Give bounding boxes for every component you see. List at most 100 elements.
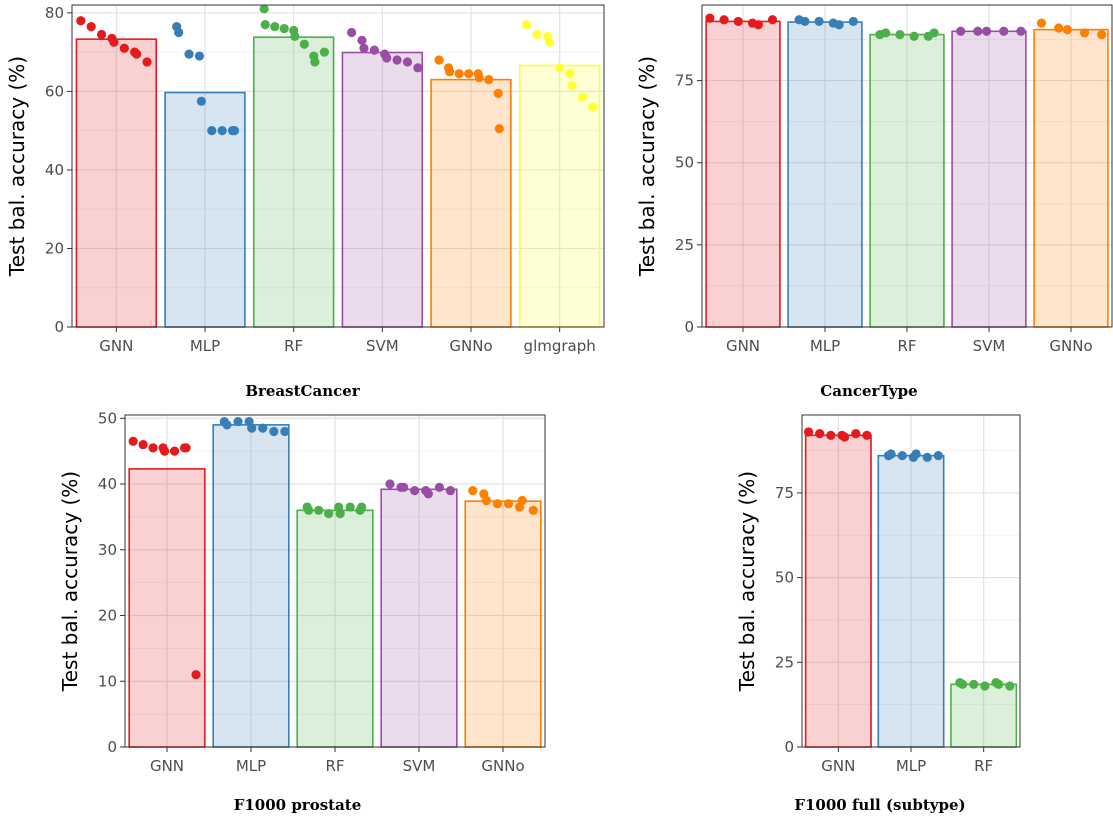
chart-breastcancer: 0 20 40 60 80 GNN MLP RF SVM GNNo glmgraph Test bal… [0, 0, 605, 375]
point-gnn [142, 57, 152, 67]
point-gnn [767, 15, 778, 25]
y-tick-label: 50 [775, 569, 794, 587]
point-gnno [468, 486, 478, 496]
y-tick-label: 0 [684, 318, 694, 336]
y-tick-label: 50 [98, 409, 117, 427]
point-mlp [911, 449, 921, 459]
point-svm [956, 26, 966, 36]
point-gnn [851, 429, 861, 439]
point-rf [895, 29, 905, 40]
point-gnn [753, 20, 763, 30]
point-gnno [1054, 23, 1064, 33]
y-axis-title: Test bal. accuracy (%) [735, 471, 759, 692]
point-gnno [1062, 25, 1072, 35]
point-svm [982, 26, 992, 36]
x-tick-label-rf: RF [974, 757, 993, 775]
x-tick-label-gnn: GNN [726, 337, 760, 355]
point-rf [1005, 681, 1015, 691]
point-glmgraph [532, 29, 542, 40]
point-gnn [96, 29, 107, 40]
point-gnn [862, 430, 872, 440]
x-tick-label-rf: RF [897, 337, 916, 355]
x-tick-label-mlp: MLP [810, 337, 840, 355]
point-gnno [528, 505, 538, 515]
point-mlp [184, 49, 194, 59]
point-gnn [109, 37, 119, 47]
point-gnn [733, 16, 743, 27]
bar-rf [950, 683, 1018, 748]
point-rf [279, 23, 289, 34]
point-gnn [719, 15, 729, 25]
x-tick-label-mlp: MLP [896, 757, 926, 775]
point-svm [359, 43, 369, 53]
bar-gnno [430, 78, 512, 328]
point-mlp [922, 452, 932, 462]
point-rf [324, 509, 334, 519]
point-rf [319, 47, 329, 57]
bar-rf [296, 509, 374, 748]
point-svm [973, 26, 983, 36]
point-gnno [494, 124, 504, 134]
point-rf [357, 502, 367, 512]
point-mlp [280, 426, 290, 437]
chart-svg: 0 25 50 75 GNN MLP RF SVM GNNo Test bal. accuracy… [635, 4, 1113, 355]
point-rf [310, 57, 320, 67]
y-tick-label: 75 [675, 72, 694, 90]
x-tick-label-svm: SVM [973, 337, 1006, 355]
bar-gnn [75, 38, 158, 328]
chart-title-f1000-prostate: F1000 prostate [233, 796, 362, 814]
point-svm [410, 486, 420, 496]
point-gnn [803, 427, 814, 437]
point-gnn [86, 21, 96, 32]
point-gnno [464, 69, 474, 79]
chart-f1000-full-subtype: 0 25 50 75 GNN MLP RF Test bal. accuracy (%) [730, 412, 1030, 784]
point-gnn [128, 436, 138, 446]
y-tick-label: 20 [45, 239, 64, 257]
y-tick-label: 80 [45, 4, 64, 22]
point-gnno [454, 69, 464, 79]
point-mlp [886, 449, 896, 459]
chart-f1000-prostate: 0 10 20 30 40 50 GNN MLP RF SVM GNNo Test bal. accu… [50, 409, 546, 784]
x-tick-label-rf: RF [325, 757, 344, 775]
x-tick-label-gnn: GNN [821, 757, 855, 775]
point-gnn [76, 16, 86, 26]
y-tick-label: 25 [675, 236, 694, 254]
point-glmgraph [565, 69, 575, 79]
y-tick-label: 25 [775, 653, 794, 671]
point-mlp [269, 426, 279, 437]
point-rf [304, 505, 314, 515]
x-tick-label-rf: RF [284, 337, 303, 355]
bar-gnn [128, 468, 206, 748]
point-gnno [474, 73, 484, 83]
point-mlp [247, 423, 257, 433]
y-tick-label: 0 [107, 738, 117, 756]
bar-mlp [787, 21, 863, 328]
bar-gnno [1033, 28, 1109, 328]
point-svm [347, 27, 357, 38]
bar-gnno [464, 500, 542, 748]
point-svm [445, 486, 456, 496]
chart-title-breastcancer: BreastCancer [245, 382, 360, 400]
point-mlp [196, 96, 206, 106]
y-tick-label: 60 [45, 82, 64, 100]
bar-svm [380, 488, 458, 748]
point-gnno [517, 495, 527, 506]
point-rf [270, 21, 280, 32]
bar-gnn [804, 434, 872, 748]
point-mlp [207, 126, 217, 136]
x-tick-label-gnno: GNNo [449, 337, 492, 355]
point-gnn [119, 43, 129, 53]
point-mlp [933, 451, 943, 461]
bar-glmgraph [518, 64, 601, 328]
x-tick-label-gnno: GNNo [1049, 337, 1092, 355]
bar-rf [252, 36, 335, 328]
y-tick-label: 40 [45, 161, 64, 179]
point-mlp [194, 51, 205, 61]
point-svm [357, 35, 367, 45]
point-gnn [191, 670, 201, 680]
y-tick-label: 10 [98, 672, 117, 690]
point-gnn [169, 446, 180, 456]
point-mlp [174, 27, 184, 38]
point-mlp [800, 16, 810, 27]
point-mlp [834, 20, 844, 30]
